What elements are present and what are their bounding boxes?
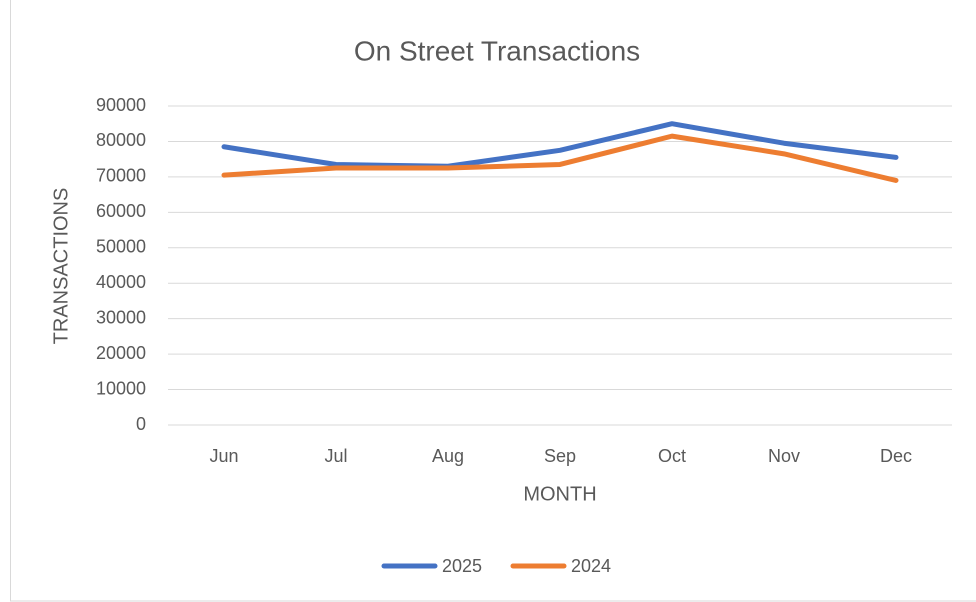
- y-tick-label: 60000: [96, 201, 146, 221]
- y-tick-label: 30000: [96, 307, 146, 327]
- y-axis-label: TRANSACTIONS: [50, 188, 72, 345]
- x-tick-label: Aug: [432, 446, 464, 466]
- y-tick-label: 50000: [96, 237, 146, 257]
- x-tick-label: Nov: [768, 446, 800, 466]
- legend-label: 2024: [571, 556, 611, 576]
- y-tick-label: 70000: [96, 166, 146, 186]
- y-tick-label: 0: [136, 414, 146, 434]
- x-axis-label: MONTH: [523, 483, 596, 505]
- legend-label: 2025: [442, 556, 482, 576]
- chart-border: [10, 0, 976, 602]
- y-tick-label: 40000: [96, 272, 146, 292]
- y-tick-label: 80000: [96, 130, 146, 150]
- line-series: [221, 121, 899, 169]
- x-tick-label: Jun: [209, 446, 238, 466]
- y-tick-label: 10000: [96, 378, 146, 398]
- y-tick-label: 20000: [96, 343, 146, 363]
- line-series: [221, 133, 899, 183]
- x-tick-label: Dec: [880, 446, 912, 466]
- x-tick-label: Oct: [658, 446, 686, 466]
- y-tick-label: 90000: [96, 95, 146, 115]
- chart-title: On Street Transactions: [354, 35, 640, 66]
- x-tick-label: Jul: [324, 446, 347, 466]
- x-tick-label: Sep: [544, 446, 576, 466]
